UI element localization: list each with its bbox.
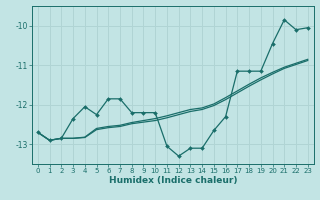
- X-axis label: Humidex (Indice chaleur): Humidex (Indice chaleur): [108, 176, 237, 185]
